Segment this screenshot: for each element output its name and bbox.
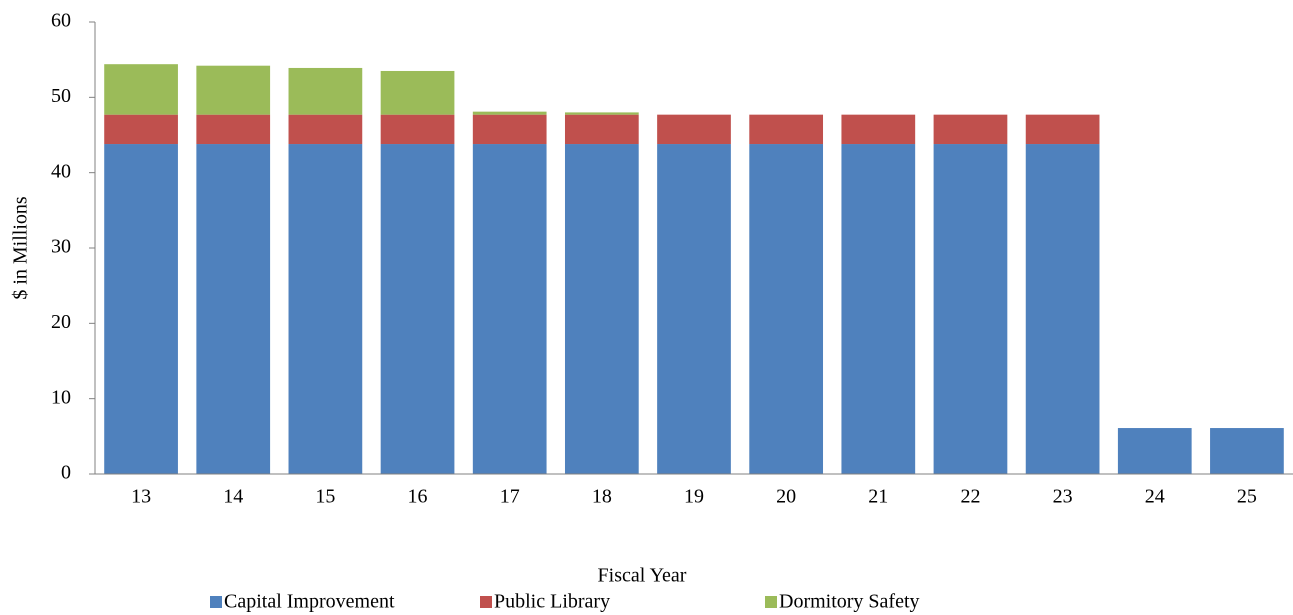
y-tick-label: 10 bbox=[51, 386, 71, 408]
y-tick-label: 20 bbox=[51, 311, 71, 333]
bar-segment bbox=[196, 144, 271, 475]
bar-segment bbox=[472, 144, 547, 475]
bar-segment bbox=[657, 114, 731, 145]
bar-segment bbox=[104, 64, 178, 115]
bar-segment bbox=[288, 144, 363, 475]
y-tick-label: 60 bbox=[51, 10, 71, 32]
bar-segment bbox=[1210, 428, 1284, 474]
x-tick-label: 17 bbox=[500, 486, 520, 508]
bar-segment bbox=[1117, 428, 1192, 474]
bar-segment bbox=[380, 70, 455, 115]
y-axis-label: $ in Millions bbox=[10, 196, 32, 300]
x-tick-label: 20 bbox=[776, 486, 796, 508]
legend-label: Public Library bbox=[494, 591, 610, 613]
bar-segment bbox=[564, 112, 639, 115]
x-tick-label: 16 bbox=[408, 486, 428, 508]
legend-swatch bbox=[480, 596, 492, 608]
bar-segment bbox=[104, 114, 178, 145]
bar-segment bbox=[749, 144, 824, 475]
legend-swatch bbox=[765, 596, 777, 608]
bar-segment bbox=[749, 114, 824, 145]
bar-segment bbox=[288, 114, 363, 145]
bar-segment bbox=[1025, 144, 1100, 475]
x-tick-label: 21 bbox=[868, 486, 888, 508]
bar-segment bbox=[472, 111, 547, 115]
bar-segment bbox=[933, 144, 1008, 475]
bar-segment bbox=[933, 114, 1008, 145]
bar-segment bbox=[841, 114, 916, 145]
x-tick-label: 15 bbox=[315, 486, 335, 508]
bar-segment bbox=[104, 144, 178, 475]
x-tick-label: 25 bbox=[1237, 486, 1257, 508]
bar-segment bbox=[196, 114, 271, 145]
x-tick-label: 14 bbox=[223, 486, 243, 508]
bar-segment bbox=[564, 114, 639, 145]
x-tick-label: 23 bbox=[1053, 486, 1073, 508]
x-axis-label: Fiscal Year bbox=[598, 565, 687, 587]
legend-swatch bbox=[210, 596, 222, 608]
y-tick-label: 40 bbox=[51, 160, 71, 182]
bar-segment bbox=[380, 114, 455, 145]
bar-segment bbox=[380, 144, 455, 475]
bar-segment bbox=[841, 144, 916, 475]
y-tick-label: 50 bbox=[51, 85, 71, 107]
legend-label: Capital Improvement bbox=[224, 591, 395, 613]
bar-segment bbox=[564, 144, 639, 475]
x-tick-label: 19 bbox=[684, 486, 704, 508]
bar-segment bbox=[288, 67, 363, 115]
bar-segment bbox=[196, 65, 271, 115]
y-tick-label: 30 bbox=[51, 236, 71, 258]
bar-segment bbox=[1025, 114, 1100, 145]
x-tick-label: 18 bbox=[592, 486, 612, 508]
legend-label: Dormitory Safety bbox=[779, 591, 920, 613]
bar-segment bbox=[472, 114, 547, 145]
x-tick-label: 13 bbox=[131, 486, 151, 508]
y-tick-label: 0 bbox=[61, 462, 71, 484]
x-tick-label: 22 bbox=[960, 486, 980, 508]
bar-segment bbox=[657, 144, 731, 475]
x-tick-label: 24 bbox=[1145, 486, 1165, 508]
